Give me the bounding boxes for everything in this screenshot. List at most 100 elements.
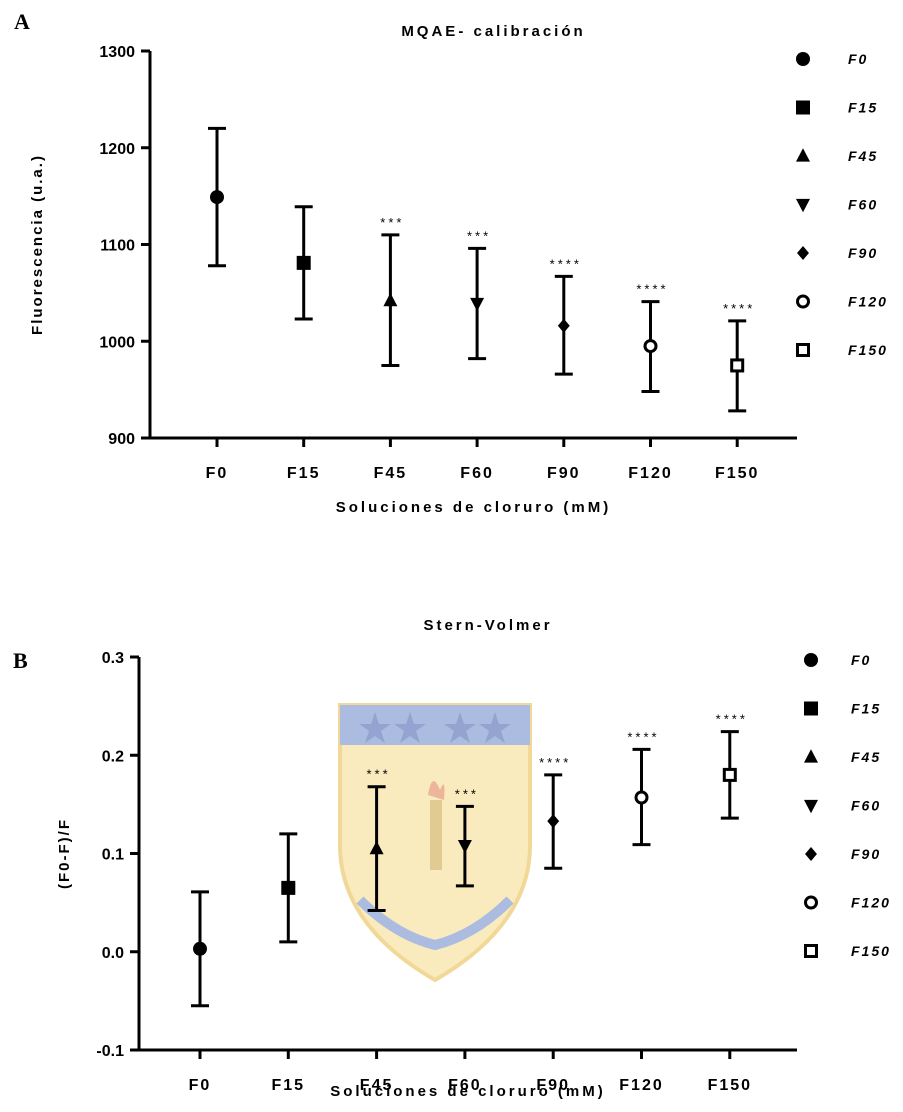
legend-marker-F0 bbox=[804, 653, 818, 667]
x-tick-label: F90 bbox=[547, 465, 581, 482]
data-point-F45 bbox=[383, 292, 398, 307]
significance-label: **** bbox=[539, 755, 571, 770]
data-point-F0 bbox=[193, 941, 207, 956]
data-point-F15-shape bbox=[281, 880, 296, 895]
data-point-F45-shape bbox=[369, 840, 384, 855]
legend-marker-F90 bbox=[797, 246, 809, 260]
legend-marker-F0 bbox=[796, 52, 810, 66]
significance-label: *** bbox=[455, 786, 479, 801]
legend-label: F60 bbox=[851, 798, 881, 814]
y-tick-label: 1000 bbox=[99, 334, 135, 351]
legend-marker-F150 bbox=[804, 944, 818, 958]
crest-watermark bbox=[338, 703, 532, 983]
data-point-F150 bbox=[722, 767, 737, 782]
data-point-F0-shape bbox=[210, 190, 224, 205]
chart-title: MQAE- calibración bbox=[401, 23, 585, 40]
significance-label: **** bbox=[716, 712, 748, 727]
y-tick-label: 0.0 bbox=[102, 945, 124, 962]
data-point-F150 bbox=[730, 358, 745, 373]
legend-marker-F60-shape bbox=[804, 799, 818, 814]
legend-label: F90 bbox=[851, 846, 881, 862]
y-axis-label: Fluorescencia (u.a.) bbox=[29, 154, 46, 335]
y-tick-label: 1100 bbox=[100, 238, 135, 255]
legend-marker-F90 bbox=[805, 847, 817, 861]
data-point-F90 bbox=[557, 318, 570, 333]
data-point-F60-shape bbox=[470, 297, 485, 312]
data-point-F60 bbox=[457, 840, 472, 854]
data-point-F60 bbox=[470, 297, 485, 312]
significance-label: *** bbox=[380, 215, 404, 230]
legend-label: F90 bbox=[848, 245, 878, 261]
legend-marker-F120-shape bbox=[796, 294, 810, 309]
legend-label: F45 bbox=[851, 749, 881, 765]
legend-marker-F45 bbox=[796, 148, 810, 162]
legend-label: F150 bbox=[848, 342, 888, 358]
y-tick-label: 1200 bbox=[99, 141, 135, 158]
legend-label: F60 bbox=[848, 197, 878, 213]
legend-marker-F15 bbox=[796, 100, 810, 115]
x-tick-label: F120 bbox=[628, 465, 672, 482]
x-tick-label: F0 bbox=[206, 465, 229, 482]
legend-label: F15 bbox=[851, 701, 881, 717]
x-tick-label: F60 bbox=[448, 1077, 482, 1094]
data-point-F120 bbox=[634, 790, 649, 805]
significance-label: **** bbox=[550, 256, 582, 271]
x-axis-label: Soluciones de cloruro (mM) bbox=[330, 1083, 606, 1100]
x-tick-label: F150 bbox=[715, 465, 759, 482]
data-point-F15 bbox=[281, 880, 296, 895]
legend-marker-F90-shape bbox=[797, 246, 809, 260]
y-tick-label: 0.3 bbox=[102, 650, 124, 667]
legend-marker-F45-shape bbox=[796, 148, 810, 162]
legend-label: F0 bbox=[848, 51, 868, 67]
legend-marker-F120 bbox=[796, 294, 810, 309]
data-point-F0 bbox=[210, 190, 224, 205]
data-point-F15-shape bbox=[296, 255, 311, 270]
legend-marker-F45-shape bbox=[804, 749, 818, 763]
legend-marker-F0-shape bbox=[804, 653, 818, 667]
x-tick-label: F15 bbox=[287, 465, 321, 482]
data-point-F90 bbox=[547, 814, 560, 829]
significance-label: *** bbox=[367, 767, 391, 782]
y-tick-label: 1300 bbox=[99, 44, 135, 61]
data-point-F45 bbox=[369, 840, 384, 855]
data-point-F120-shape bbox=[634, 790, 649, 805]
legend-marker-F60-shape bbox=[796, 198, 810, 213]
x-tick-label: F150 bbox=[708, 1077, 752, 1094]
y-tick-label: 0.1 bbox=[102, 847, 124, 864]
chart-panel-b: B Stern-Volmer -0.1 0.0 0.1 0.2 0.3 F0 F15 F45 F60… bbox=[13, 617, 891, 1100]
significance-label: **** bbox=[627, 729, 659, 744]
legend-marker-F60 bbox=[796, 198, 810, 213]
data-point-F120 bbox=[643, 339, 658, 354]
significance-label: *** bbox=[467, 228, 491, 243]
x-axis-label: Soluciones de cloruro (mM) bbox=[336, 499, 612, 516]
legend-marker-F150-shape bbox=[804, 944, 818, 958]
data-point-F150-shape bbox=[730, 358, 745, 373]
legend-marker-F15 bbox=[804, 701, 818, 716]
x-tick-label: F15 bbox=[272, 1077, 306, 1094]
legend-label: F45 bbox=[848, 148, 878, 164]
legend-label: F15 bbox=[848, 100, 878, 116]
legend-marker-F120-shape bbox=[804, 895, 818, 910]
legend-marker-F120 bbox=[804, 895, 818, 910]
data-point-F120-shape bbox=[643, 339, 658, 354]
legend-label: F150 bbox=[851, 943, 891, 959]
legend-marker-F45 bbox=[804, 749, 818, 763]
y-tick-label: 0.2 bbox=[102, 748, 124, 765]
data-point-F150-shape bbox=[722, 767, 737, 782]
data-point-F0-shape bbox=[193, 941, 207, 956]
legend-marker-F15-shape bbox=[796, 100, 810, 115]
x-tick-label: F45 bbox=[360, 1077, 394, 1094]
panel-label: A bbox=[14, 9, 30, 34]
chart-title: Stern-Volmer bbox=[423, 617, 552, 634]
x-tick-label: F60 bbox=[460, 465, 494, 482]
y-axis-label: (F0-F)/F bbox=[56, 818, 73, 889]
legend-label: F120 bbox=[848, 294, 888, 310]
chart-panel-a: A MQAE- calibración 900 1000 1100 1200 1300 F0 F… bbox=[14, 9, 888, 516]
legend-marker-F150 bbox=[796, 343, 810, 357]
data-point-F45-shape bbox=[383, 292, 398, 307]
x-tick-label: F0 bbox=[189, 1077, 212, 1094]
x-tick-label: F120 bbox=[619, 1077, 663, 1094]
legend-marker-F90-shape bbox=[805, 847, 817, 861]
legend-label: F0 bbox=[851, 652, 871, 668]
